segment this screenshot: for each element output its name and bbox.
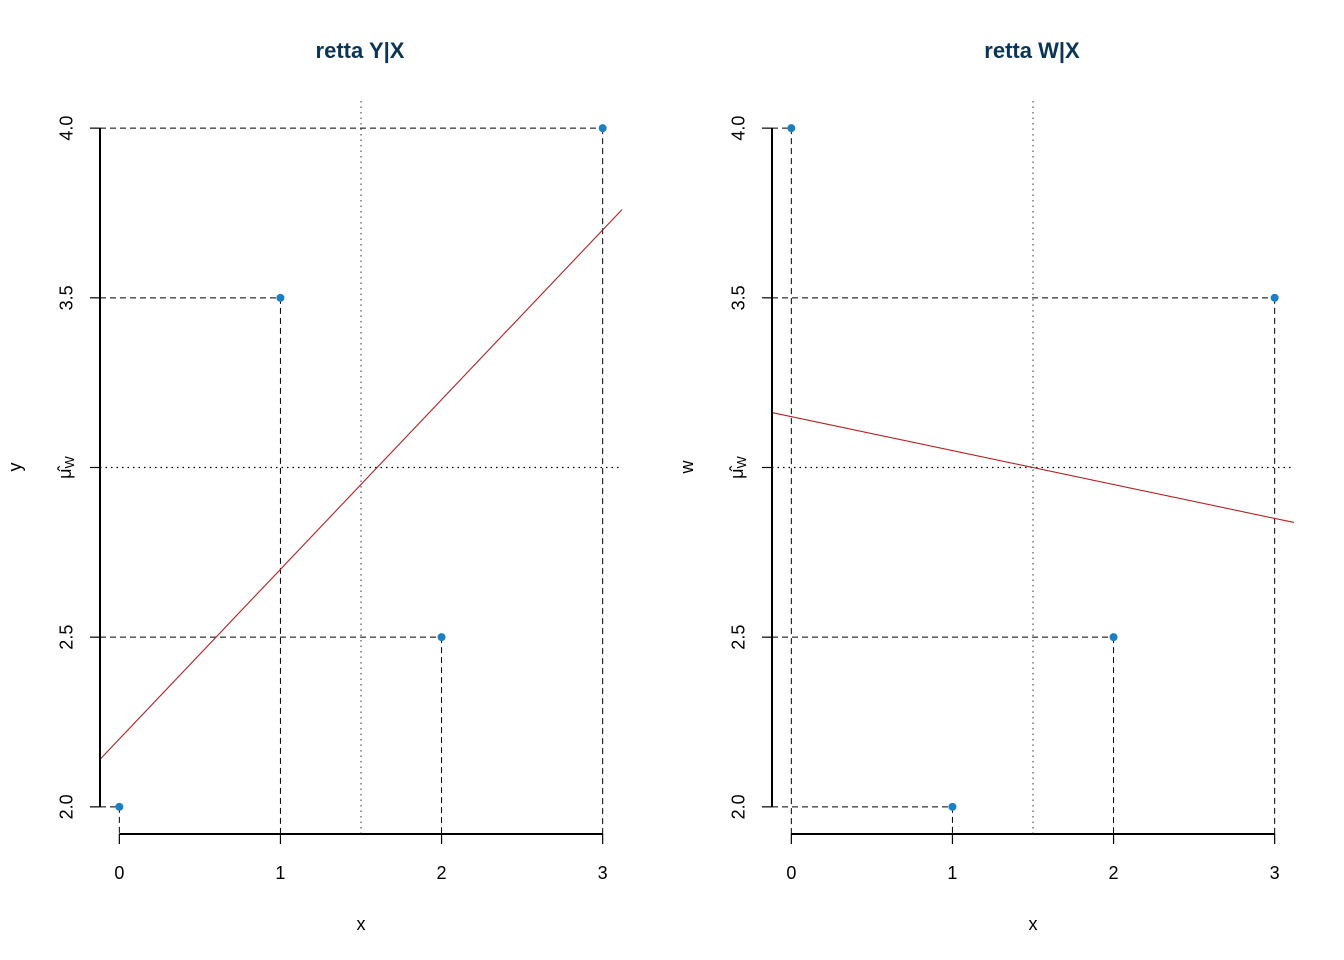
x-tick-label: 3 <box>1270 863 1280 883</box>
y-axis-label: w <box>677 460 697 475</box>
x-tick-label: 2 <box>1109 863 1119 883</box>
x-tick-label: 2 <box>437 863 447 883</box>
y-tick-label: 2.5 <box>57 625 77 650</box>
x-tick-label: 1 <box>947 863 957 883</box>
y-tick-label: 4.0 <box>729 116 749 141</box>
y-tick-label: 2.5 <box>729 625 749 650</box>
data-point <box>787 124 796 133</box>
data-point <box>948 802 957 811</box>
y-tick-label: 2.0 <box>729 794 749 819</box>
y-mean-tick-label: μ̂W <box>55 455 78 478</box>
data-point <box>1270 293 1279 302</box>
y-tick-label: 3.5 <box>57 285 77 310</box>
chart-title: retta W|X <box>984 38 1080 63</box>
panel-retta-w-x: retta W|X0 1 2 32.02.53.54.0μ̂Wxw <box>677 38 1295 934</box>
mean-subscript: W <box>734 455 749 468</box>
y-tick-label: 4.0 <box>57 116 77 141</box>
panel-retta-y-x: retta Y|X0 1 2 32.02.53.54.0μ̂Wxy <box>5 38 623 934</box>
mean-symbol: μ̂ <box>727 465 747 478</box>
y-tick-label: 3.5 <box>729 285 749 310</box>
y-axis-label: y <box>5 463 25 472</box>
data-point <box>1109 633 1118 642</box>
chart-title: retta Y|X <box>316 38 405 63</box>
x-axis-label: x <box>1029 914 1038 934</box>
data-point <box>598 124 607 133</box>
data-point <box>276 293 285 302</box>
data-point <box>437 633 446 642</box>
regression-line <box>771 411 1295 524</box>
data-point <box>115 802 124 811</box>
mean-subscript: W <box>62 455 77 468</box>
x-tick-label: 0 <box>114 863 124 883</box>
regression-line <box>99 209 623 760</box>
x-axis-label: x <box>357 914 366 934</box>
y-mean-tick-label: μ̂W <box>727 455 750 478</box>
x-tick-label: 1 <box>275 863 285 883</box>
mean-symbol: μ̂ <box>55 465 75 478</box>
x-tick-label: 3 <box>598 863 608 883</box>
x-tick-label: 0 <box>786 863 796 883</box>
y-tick-label: 2.0 <box>57 794 77 819</box>
